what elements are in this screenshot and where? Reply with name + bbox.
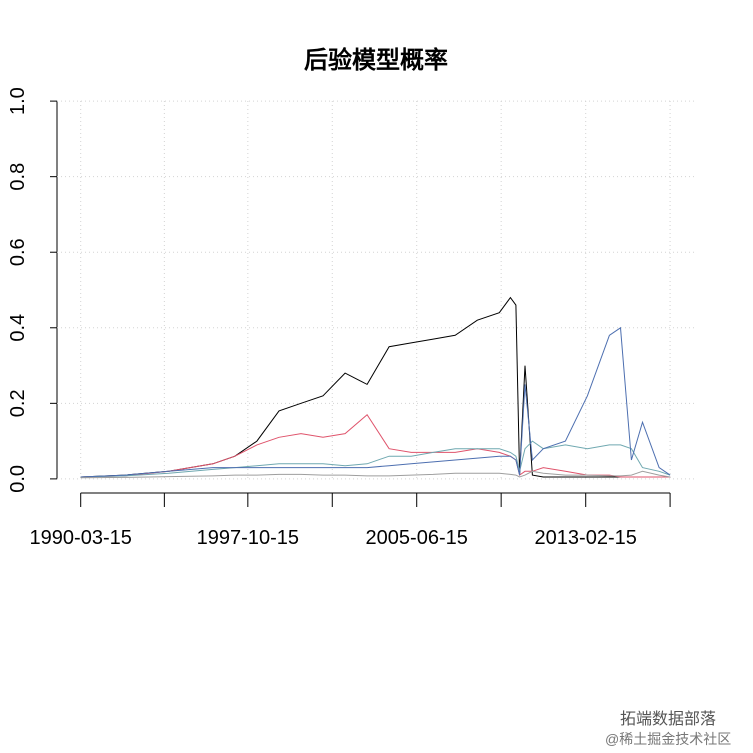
y-tick-label: 1.0 bbox=[7, 87, 29, 115]
chart-title: 后验模型概率 bbox=[304, 46, 448, 74]
y-tick-label: 0.6 bbox=[7, 238, 29, 266]
y-tick-label: 0.4 bbox=[7, 314, 29, 342]
watermark-site: @稀土掘金技术社区 bbox=[605, 731, 731, 747]
x-tick-label: 1997-10-15 bbox=[197, 527, 299, 549]
series-line bbox=[80, 326, 671, 478]
y-tick-label: 0.0 bbox=[7, 465, 29, 493]
series-line bbox=[80, 440, 671, 478]
x-tick-label: 1990-03-15 bbox=[30, 527, 132, 549]
y-tick-label: 0.8 bbox=[7, 163, 29, 191]
y-tick-label: 0.2 bbox=[7, 389, 29, 417]
watermark-brand: 拓端数据部落 bbox=[620, 710, 716, 728]
series-line bbox=[80, 470, 671, 479]
x-tick-label: 2013-02-15 bbox=[535, 527, 637, 549]
series-line bbox=[80, 296, 671, 478]
x-tick-label: 2005-06-15 bbox=[366, 527, 468, 549]
series-line bbox=[80, 413, 671, 478]
